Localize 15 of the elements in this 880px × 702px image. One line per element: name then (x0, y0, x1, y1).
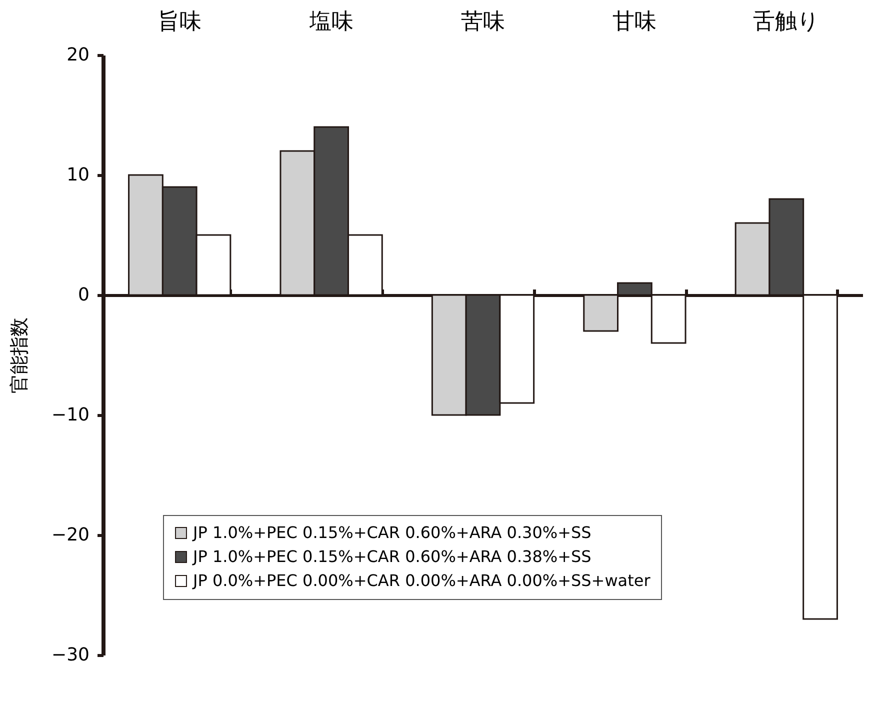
y-axis-title: 官能指数 (8, 318, 31, 394)
y-tick-label: −10 (52, 404, 90, 426)
x-tick-label: 甘味 (612, 10, 657, 34)
legend-label: JP 1.0%+PEC 0.15%+CAR 0.60%+ARA 0.30%+SS (192, 523, 592, 542)
x-tick-label: 舌触り (752, 10, 820, 34)
legend-label: JP 0.0%+PEC 0.00%+CAR 0.00%+ARA 0.00%+SS+water (192, 571, 651, 590)
x-tick-label: 旨味 (158, 10, 202, 34)
y-tick-label: 20 (66, 44, 90, 66)
x-tick-label: 塩味 (308, 10, 354, 34)
y-tick-label: −30 (52, 644, 90, 666)
x-tick-label: 苦味 (461, 10, 505, 34)
legend-label: JP 1.0%+PEC 0.15%+CAR 0.60%+ARA 0.38%+SS (192, 547, 592, 566)
y-tick-label: −20 (52, 524, 90, 546)
y-tick-label: 10 (66, 164, 90, 186)
y-tick-label: 0 (78, 284, 90, 306)
